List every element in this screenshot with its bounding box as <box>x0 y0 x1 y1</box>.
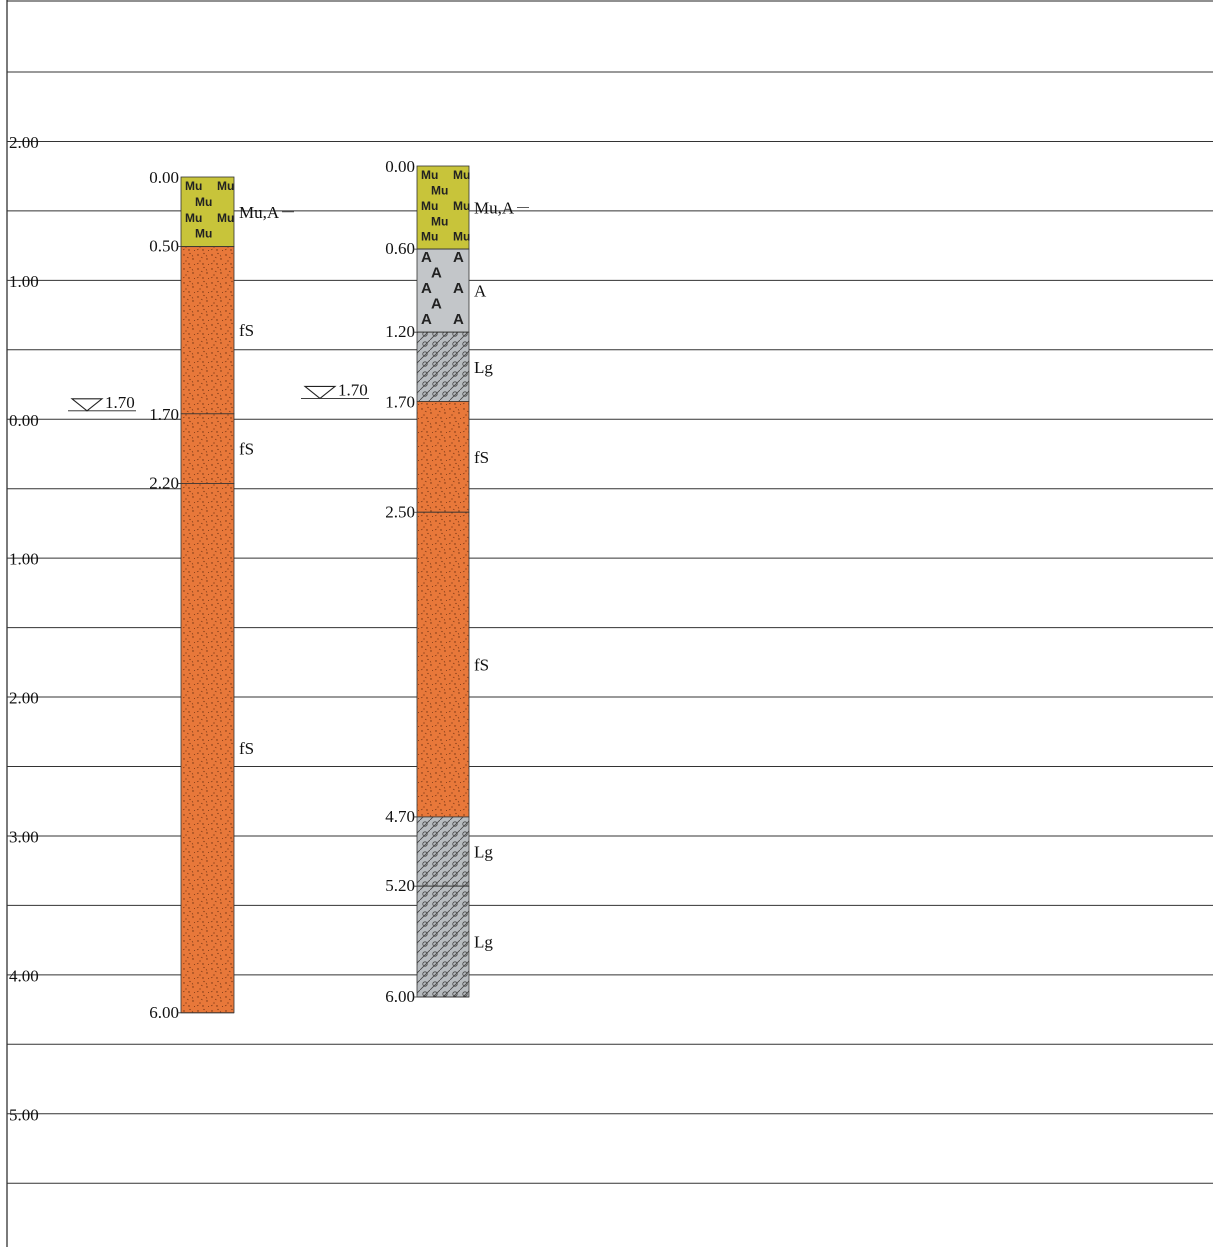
depth-label: 5.20 <box>385 876 415 895</box>
elevation-tick-label: 0.00 <box>9 411 39 430</box>
layer-label: fS <box>474 448 489 467</box>
elevation-scale: 2.00 1.00 0.00 1.00 2.00 3.00 4.00 5.00 <box>9 133 39 1124</box>
depth-label: 0.60 <box>385 239 415 258</box>
soil-symbol-A: A <box>421 249 432 266</box>
soil-layer-Mu <box>416 165 470 250</box>
soil-symbol-Mu: Mu <box>185 211 202 225</box>
depth-label: 6.00 <box>385 987 415 1006</box>
elevation-tick-label: 2.00 <box>9 689 39 708</box>
depth-label: 2.50 <box>385 502 415 521</box>
soil-symbol-A: A <box>421 280 432 297</box>
layer-label: Mu,A <box>239 203 280 222</box>
soil-symbol-A: A <box>431 295 442 312</box>
soil-symbol-Mu: Mu <box>453 230 470 244</box>
soil-symbol-A: A <box>453 311 464 328</box>
borehole-1: Mu Mu Mu Mu Mu Mu Mu,A 0.00 0.50 fS fS 2.20 fS 6.00 1.… <box>68 168 294 1022</box>
soil-layer-Lg <box>416 885 470 998</box>
depth-label: 2.20 <box>149 473 179 492</box>
depth-label: 6.00 <box>149 1003 179 1022</box>
soil-layer-fS <box>416 401 470 513</box>
groundwater-triangle-icon <box>303 385 337 400</box>
soil-layer-fS <box>180 413 235 484</box>
soil-symbol-A: A <box>431 265 442 282</box>
water-depth-label: 1.70 <box>149 405 179 424</box>
soil-symbol-Mu: Mu <box>421 230 438 244</box>
soil-symbol-Mu: Mu <box>195 227 212 241</box>
soil-symbol-Mu: Mu <box>453 168 470 182</box>
soil-symbol-Mu: Mu <box>421 199 438 213</box>
soil-symbol-Mu: Mu <box>431 183 448 197</box>
soil-symbol-A: A <box>453 280 464 297</box>
layer-label: Lg <box>474 933 493 952</box>
soil-layer-fS <box>180 483 235 1014</box>
soil-layer-fS <box>180 246 235 415</box>
soil-symbol-Mu: Mu <box>453 199 470 213</box>
layer-label: A <box>474 282 487 301</box>
elevation-tick-label: 1.00 <box>9 272 39 291</box>
water-depth-label: 1.70 <box>385 392 415 411</box>
depth-label: 0.00 <box>149 168 179 187</box>
layer-label: Lg <box>474 843 493 862</box>
layer-label: fS <box>239 739 254 758</box>
soil-layer-Lg <box>416 331 470 402</box>
soil-layer-Mu <box>180 176 235 248</box>
soil-symbol-Mu: Mu <box>421 168 438 182</box>
elevation-tick-label: 5.00 <box>9 1105 39 1124</box>
depth-label: 0.00 <box>385 157 415 176</box>
depth-label: 1.20 <box>385 322 415 341</box>
soil-symbol-Mu: Mu <box>217 179 234 193</box>
layer-label: fS <box>239 440 254 459</box>
soil-symbol-Mu: Mu <box>431 214 448 228</box>
soil-symbol-A: A <box>421 311 432 328</box>
depth-label: 4.70 <box>385 807 415 826</box>
groundwater-level-label: 1.70 <box>105 393 135 412</box>
elevation-tick-label: 1.00 <box>9 550 39 569</box>
groundwater-triangle-icon <box>70 398 104 412</box>
layer-label: Lg <box>474 358 493 377</box>
soil-symbol-A: A <box>453 249 464 266</box>
layer-label: Mu,A <box>474 199 515 218</box>
elevation-tick-label: 3.00 <box>9 828 39 847</box>
layer-label: fS <box>474 656 489 675</box>
soil-layer-Lg <box>416 816 470 887</box>
soil-symbol-Mu: Mu <box>195 195 212 209</box>
depth-label: 0.50 <box>149 237 179 256</box>
elevation-tick-label: 2.00 <box>9 133 39 152</box>
soil-symbol-Mu: Mu <box>217 211 234 225</box>
soil-symbol-Mu: Mu <box>185 179 202 193</box>
layer-label: fS <box>239 321 254 340</box>
soil-layer-fS <box>416 511 470 818</box>
groundwater-level-label: 1.70 <box>338 380 368 399</box>
elevation-tick-label: 4.00 <box>9 966 39 985</box>
